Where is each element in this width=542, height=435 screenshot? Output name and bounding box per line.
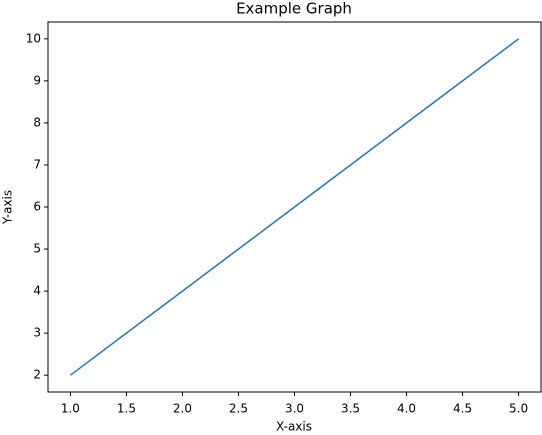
y-tick-label: 5	[33, 242, 41, 256]
x-tick-label: 3.0	[285, 402, 304, 416]
x-tick-label: 4.0	[397, 402, 416, 416]
line	[69, 38, 520, 376]
y-tick-label: 2	[33, 368, 41, 382]
x-tick-label: 2.5	[229, 402, 248, 416]
x-axis-label: X-axis	[276, 420, 312, 434]
y-axis-label: Y-axis	[1, 190, 15, 225]
y-tick-label: 4	[33, 284, 41, 298]
x-tick-label: 3.5	[341, 402, 360, 416]
y-tick-label: 8	[33, 115, 41, 129]
y-tick-label: 3	[33, 326, 41, 340]
x-tick-label: 2.0	[173, 402, 192, 416]
x-tick-label: 5.0	[509, 402, 528, 416]
x-tick-label: 1.5	[117, 402, 136, 416]
y-tick-label: 9	[33, 73, 41, 87]
y-tick-label: 7	[33, 157, 41, 171]
chart-title: Example Graph	[236, 0, 352, 18]
x-tick-label: 1.0	[61, 402, 80, 416]
y-tick-label: 6	[33, 200, 41, 214]
x-tick-label: 4.5	[453, 402, 472, 416]
y-tick-label: 10	[26, 31, 41, 45]
